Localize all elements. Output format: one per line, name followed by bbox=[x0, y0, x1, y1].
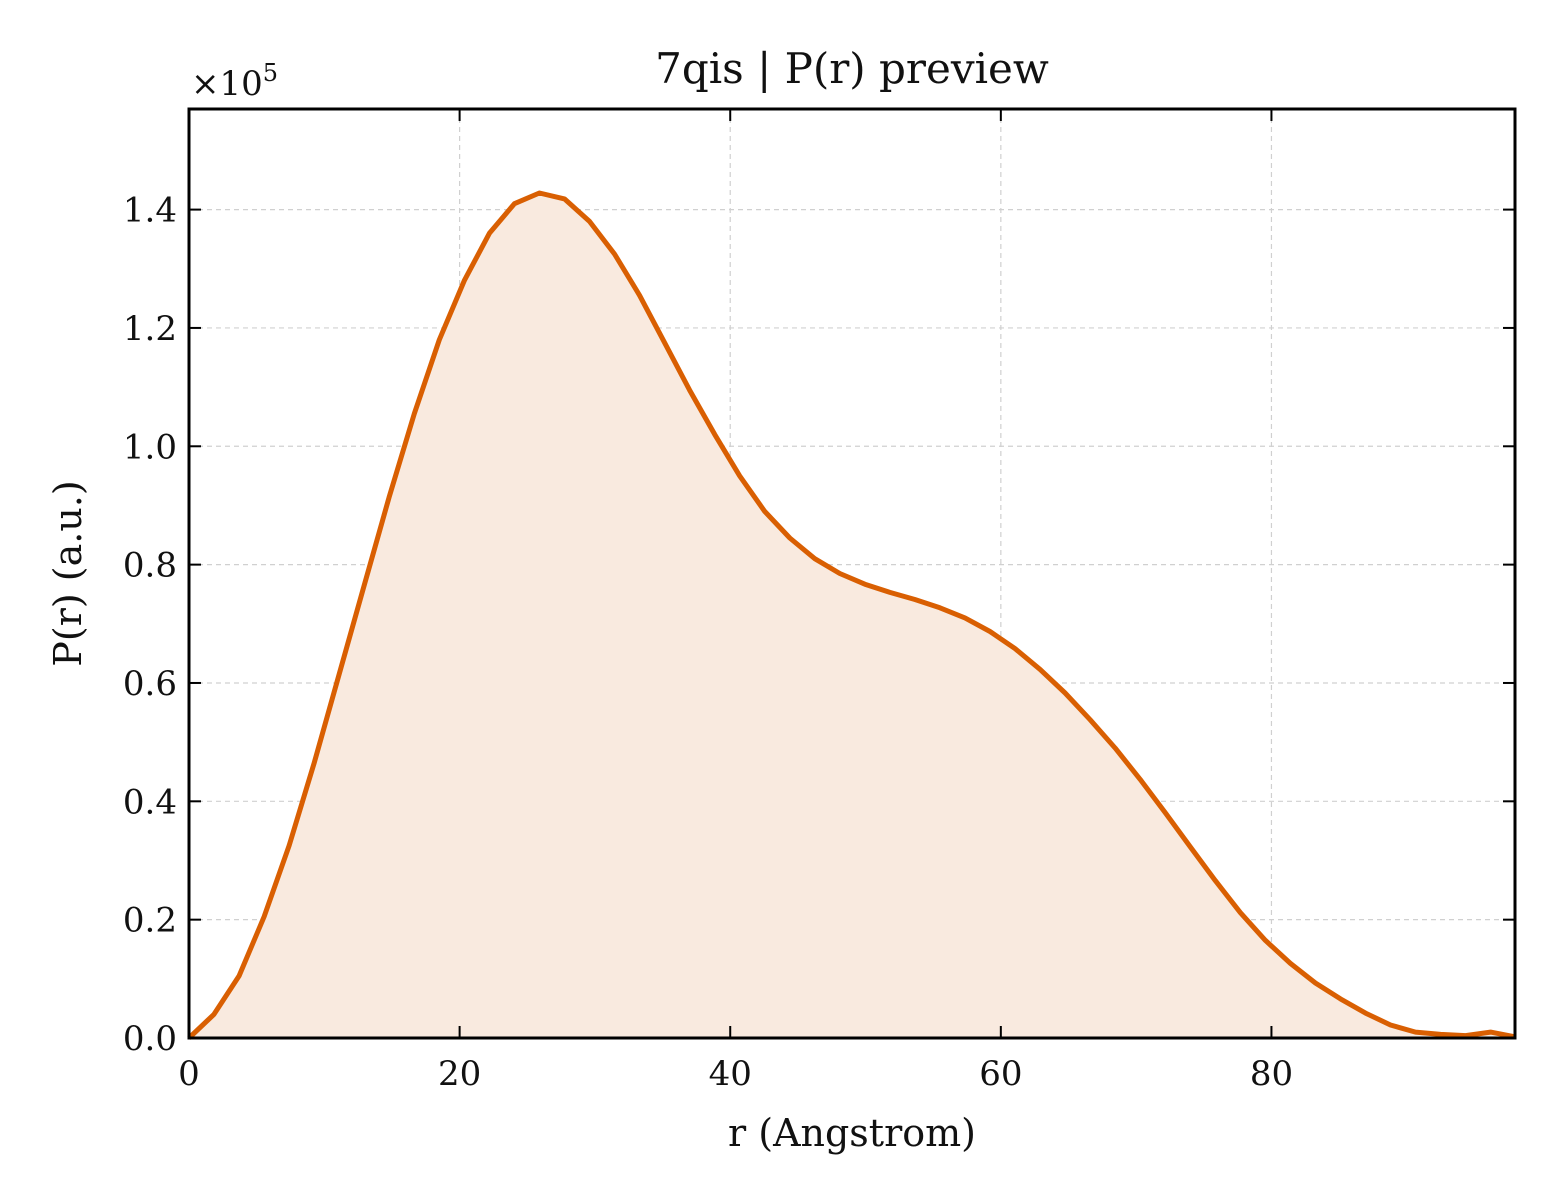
y-tick-label: 0.8 bbox=[123, 546, 177, 586]
y-tick-label: 1.0 bbox=[123, 427, 177, 467]
x-tick-label: 0 bbox=[178, 1054, 200, 1094]
x-axis-label: r (Angstrom) bbox=[728, 1111, 976, 1155]
y-tick-label: 0.0 bbox=[123, 1019, 177, 1059]
y-axis-multiplier: ×105 bbox=[191, 59, 278, 104]
pr-area-fill bbox=[189, 193, 1515, 1038]
x-tick-label: 20 bbox=[438, 1054, 481, 1094]
ticks-layer: 0 20 40 60 80 0.0 0.2 0.4 0.6 0.8 1.0 1.2 1.4 bbox=[123, 109, 1515, 1094]
y-tick-label: 0.6 bbox=[123, 664, 177, 704]
x-tick-label: 40 bbox=[709, 1054, 752, 1094]
y-tick-label: 0.2 bbox=[123, 901, 177, 941]
y-tick-label: 0.4 bbox=[123, 782, 177, 822]
chart-title: 7qis | P(r) preview bbox=[655, 44, 1049, 93]
y-multiplier-exponent: 5 bbox=[263, 59, 278, 87]
plot-frame bbox=[187, 107, 1517, 1040]
y-multiplier-base: ×10 bbox=[191, 64, 263, 104]
y-axis-label: P(r) (a.u.) bbox=[46, 480, 90, 666]
y-tick-label: 1.2 bbox=[123, 309, 177, 349]
pr-series-line bbox=[187, 190, 1516, 1040]
x-tick-label: 80 bbox=[1250, 1054, 1293, 1094]
y-tick-label: 1.4 bbox=[123, 191, 177, 231]
x-tick-label: 60 bbox=[979, 1054, 1022, 1094]
